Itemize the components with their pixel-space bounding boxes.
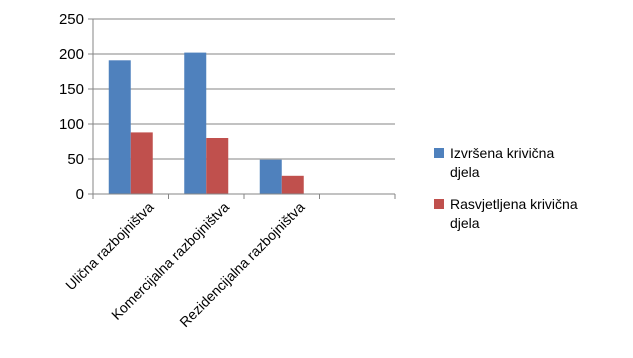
legend-swatch [434,199,444,209]
legend-label: Rasvjetljena krivična djela [450,196,578,231]
bar [184,52,207,194]
bars [108,52,304,194]
legend-label: Izvršena krivična djela [450,145,554,180]
legend-label-line: djela [450,164,480,180]
y-tick-label: 250 [59,11,84,28]
x-category-label: Rezidencijalna razbojništva [176,199,307,330]
legend-label-line: djela [450,215,480,231]
y-tick-label: 100 [59,116,84,133]
bar [130,132,153,194]
y-tick-label: 150 [59,81,84,98]
legend-swatch [434,148,444,158]
y-tick-label: 200 [59,46,84,63]
y-tick-label: 50 [67,151,84,168]
legend-label-line: Izvršena krivična [450,145,554,161]
legend-label-line: Rasvjetljena krivična [450,196,578,212]
axes [92,19,396,199]
bar [281,175,304,194]
bar [259,159,282,194]
y-tick-label: 0 [76,186,84,203]
bar [108,60,131,194]
bar [206,138,229,194]
y-tick-labels: 0 50 100 150 200 250 [59,11,84,203]
